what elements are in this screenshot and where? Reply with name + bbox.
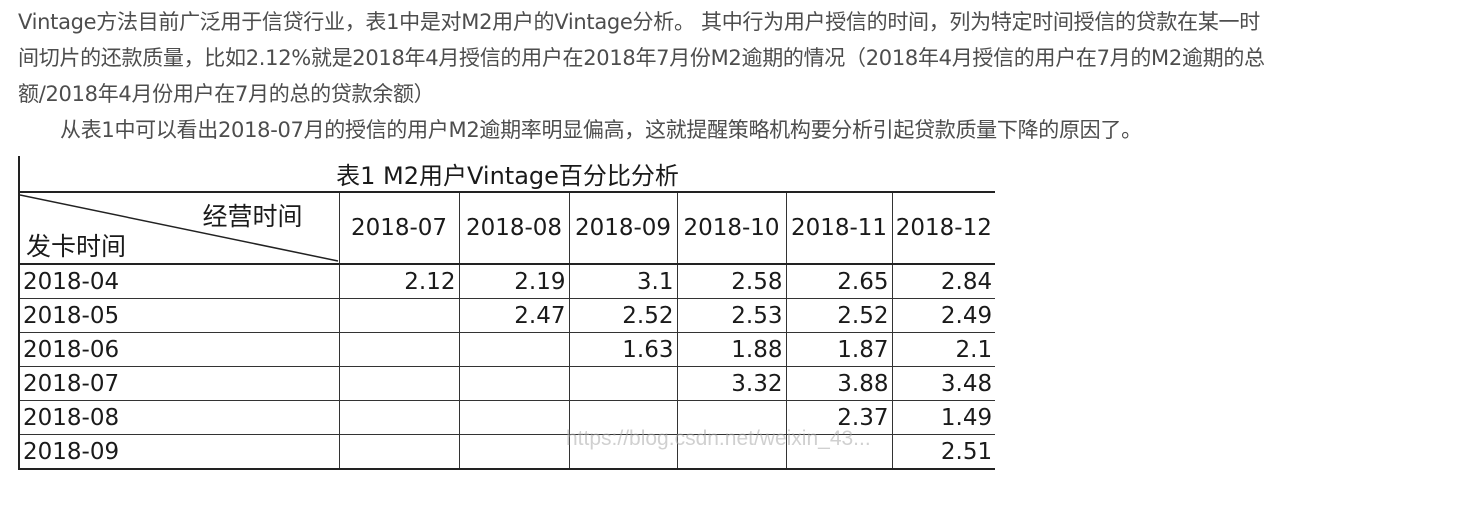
corner-top-label: 经营时间 bbox=[202, 202, 303, 231]
table-row: 2018-09 2.51 bbox=[18, 434, 996, 470]
vintage-table-image: 表1 M2用户Vintage百分比分析 经营时间 发卡时间 2018-07 201… bbox=[17, 156, 996, 473]
table-cell: 2.52 bbox=[569, 298, 678, 333]
table-cell: 2.1 bbox=[892, 332, 996, 367]
table-cell: 3.32 bbox=[677, 366, 787, 401]
table-cell bbox=[459, 366, 570, 401]
table-title: 表1 M2用户Vintage百分比分析 bbox=[17, 156, 996, 193]
table-cell bbox=[459, 332, 570, 367]
table-cell bbox=[459, 400, 570, 435]
table-cell bbox=[339, 434, 460, 470]
corner-bottom-label: 发卡时间 bbox=[26, 232, 127, 261]
table-cell: 2.12 bbox=[339, 264, 460, 299]
table-cell bbox=[339, 298, 460, 333]
article-body: Vintage方法目前广泛用于信贷行业，表1中是对M2用户的Vintage分析。… bbox=[18, 4, 1458, 148]
table-cell: 1.49 bbox=[892, 400, 996, 435]
table-cell: 3.48 bbox=[892, 366, 996, 401]
table-row: 2018-05 2.47 2.52 2.53 2.52 2.49 bbox=[18, 298, 996, 333]
table-cell: 2.47 bbox=[459, 298, 570, 333]
table-cell bbox=[459, 434, 570, 470]
table-cell: 2.19 bbox=[459, 264, 570, 299]
table-body: 2018-04 2.12 2.19 3.1 2.58 2.65 2.84 2018-05 2.4… bbox=[18, 264, 996, 470]
watermark-text: https://blog.csdn.net/weixin_43... bbox=[566, 427, 871, 450]
table-cell bbox=[569, 400, 678, 435]
table-cell: 2.84 bbox=[892, 264, 996, 299]
table-cell bbox=[339, 366, 460, 401]
table-corner-cell: 经营时间 发卡时间 bbox=[18, 192, 340, 265]
table-cell: 2.58 bbox=[677, 264, 787, 299]
table-cell: 2.51 bbox=[892, 434, 996, 470]
row-header: 2018-05 bbox=[18, 298, 340, 333]
row-header: 2018-07 bbox=[18, 366, 340, 401]
table-cell: 2.37 bbox=[786, 400, 893, 435]
table-cell: 1.87 bbox=[786, 332, 893, 367]
table-cell bbox=[786, 434, 893, 470]
row-header: 2018-09 bbox=[18, 434, 340, 470]
paragraph-1-line-2: 间切片的还款质量，比如2.12%就是2018年4月授信的用户在2018年7月份M… bbox=[18, 46, 1265, 70]
table-cell bbox=[339, 400, 460, 435]
table-cell: 1.63 bbox=[569, 332, 678, 367]
vintage-table: 表1 M2用户Vintage百分比分析 经营时间 发卡时间 2018-07 201… bbox=[17, 156, 996, 470]
column-header: 2018-07 bbox=[339, 192, 460, 265]
table-cell bbox=[339, 332, 460, 367]
row-header: 2018-04 bbox=[18, 264, 340, 299]
column-header: 2018-10 bbox=[677, 192, 787, 265]
table-cell: 3.1 bbox=[569, 264, 678, 299]
row-header: 2018-06 bbox=[18, 332, 340, 367]
paragraph-1-line-1: Vintage方法目前广泛用于信贷行业，表1中是对M2用户的Vintage分析。… bbox=[18, 10, 1260, 34]
table-row: 2018-07 3.32 3.88 3.48 bbox=[18, 366, 996, 401]
table-cell bbox=[677, 434, 787, 470]
table-cell bbox=[569, 434, 678, 470]
table-cell bbox=[677, 400, 787, 435]
column-header: 2018-08 bbox=[459, 192, 570, 265]
table-cell: 1.88 bbox=[677, 332, 787, 367]
column-header: 2018-12 bbox=[892, 192, 996, 265]
paragraph-2: 从表1中可以看出2018-07月的授信的用户M2逾期率明显偏高，这就提醒策略机构… bbox=[60, 118, 1142, 142]
paragraph-1-line-3: 额/2018年4月份用户在7月的总的贷款余额） bbox=[18, 82, 435, 106]
table-header-row: 经营时间 发卡时间 2018-07 2018-08 2018-09 2018-10 20… bbox=[18, 192, 996, 265]
column-header: 2018-09 bbox=[569, 192, 678, 265]
table-cell: 2.52 bbox=[786, 298, 893, 333]
table-cell: 2.49 bbox=[892, 298, 996, 333]
table-row: 2018-08 2.37 1.49 bbox=[18, 400, 996, 435]
table-cell: 2.65 bbox=[786, 264, 893, 299]
diagonal-line-icon bbox=[21, 194, 338, 262]
table-cell bbox=[569, 366, 678, 401]
column-header: 2018-11 bbox=[786, 192, 893, 265]
table-row: 2018-04 2.12 2.19 3.1 2.58 2.65 2.84 bbox=[18, 264, 996, 299]
row-header: 2018-08 bbox=[18, 400, 340, 435]
table-row: 2018-06 1.63 1.88 1.87 2.1 bbox=[18, 332, 996, 367]
table-cell: 2.53 bbox=[677, 298, 787, 333]
table-cell: 3.88 bbox=[786, 366, 893, 401]
